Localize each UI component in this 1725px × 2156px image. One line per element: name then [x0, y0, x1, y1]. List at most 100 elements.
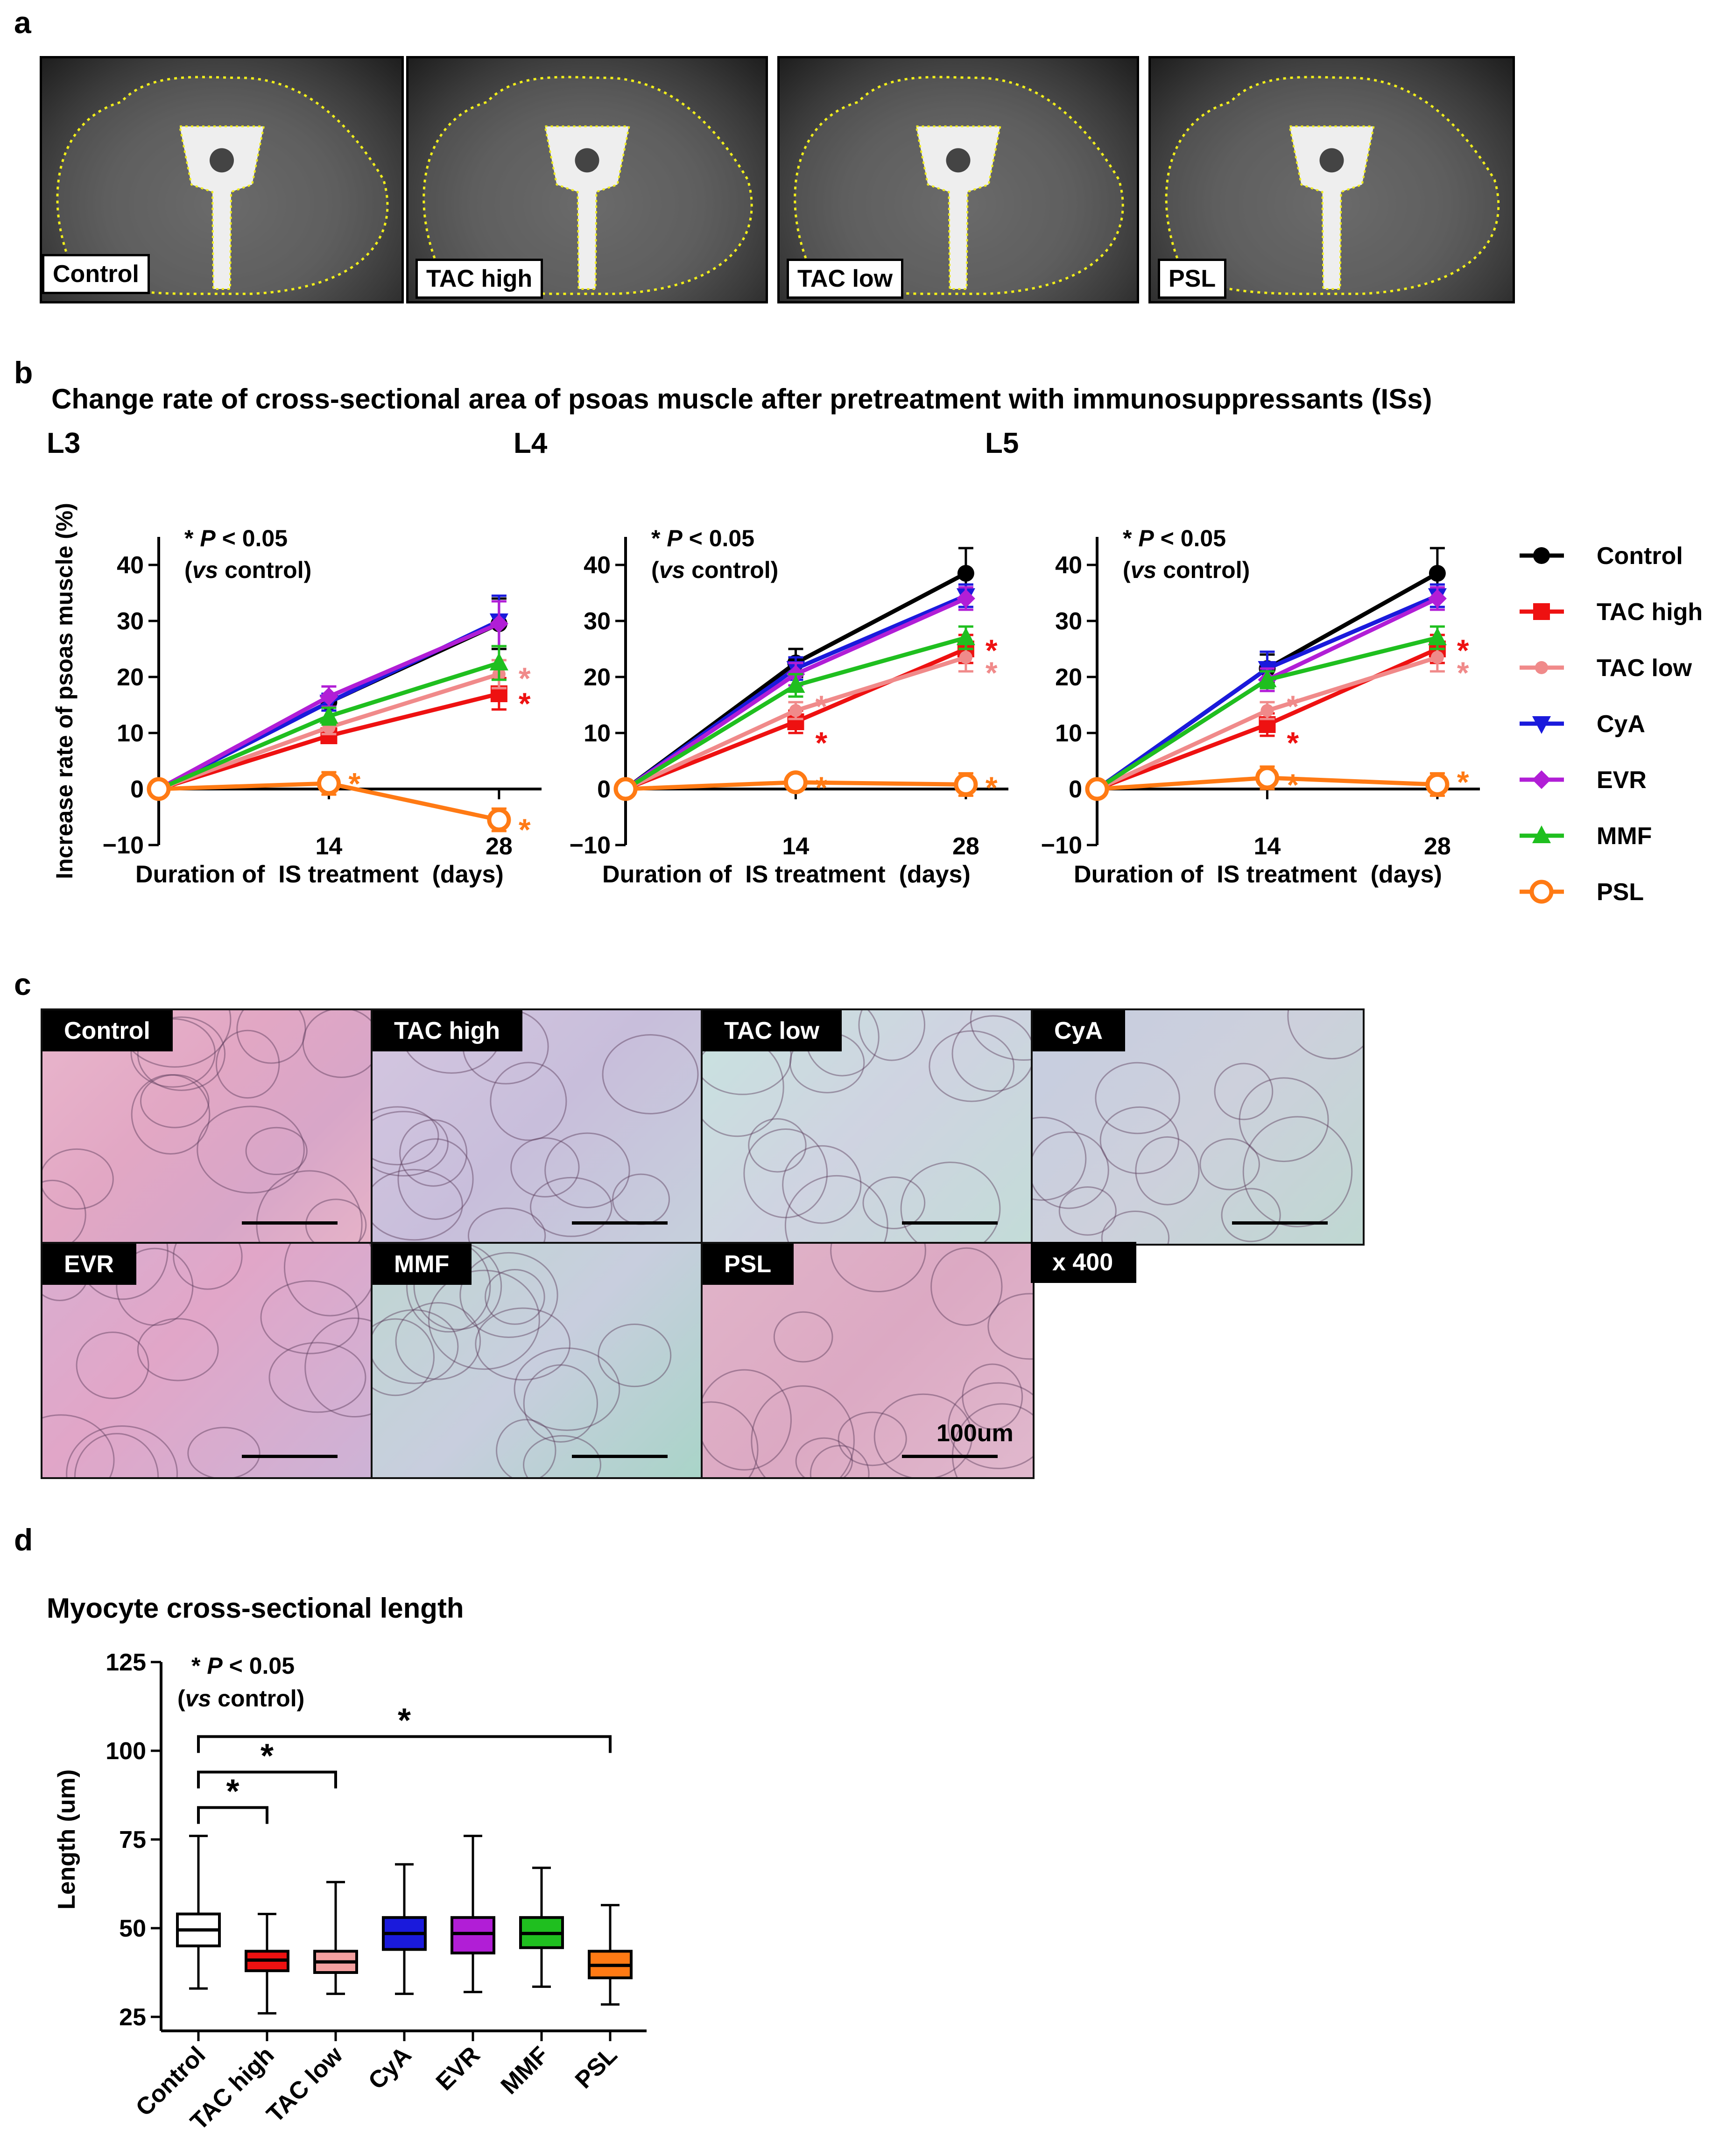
- legend-marker-tac-high: [1533, 603, 1550, 620]
- myofiber: [838, 1411, 907, 1466]
- ct-label-tac-low: TAC low: [787, 259, 904, 299]
- data-point-psl: [1085, 777, 1109, 801]
- myofiber: [1287, 1010, 1363, 1060]
- scale-bar: [902, 1221, 998, 1225]
- y-axis-label: Increase rate of psoas muscle (%): [51, 503, 77, 879]
- histology-label-tac-high: TAC high: [373, 1010, 523, 1051]
- y-tick-label: 40: [117, 552, 144, 579]
- myofiber: [283, 1244, 373, 1317]
- myofiber: [304, 1318, 373, 1418]
- ct-label-control: Control: [42, 254, 150, 294]
- scale-bar: [572, 1221, 668, 1225]
- myofiber-drawing: [1033, 1010, 1363, 1244]
- box-psl: [588, 1904, 633, 2006]
- scale-bar: [1232, 1221, 1328, 1225]
- asterisk-tac-low: *: [1287, 689, 1299, 724]
- vs-open: (: [184, 557, 192, 583]
- box-chart: Myocyte cross-sectional length 25 50 75 100 1…: [47, 1592, 647, 2135]
- vs-open: (: [1123, 557, 1131, 583]
- series-psl: [1085, 765, 1450, 801]
- myofiber: [862, 1176, 926, 1230]
- myofiber: [544, 1132, 630, 1208]
- vs-open: (: [651, 557, 659, 583]
- myofiber: [66, 1425, 178, 1477]
- bracket-line: [197, 1735, 612, 1753]
- sig-p: P: [200, 525, 216, 551]
- myofiber-drawing: [42, 1010, 373, 1244]
- sig-threshold: < 0.05: [216, 525, 288, 551]
- bracket-asterisk: *: [226, 1773, 239, 1811]
- legend-marker-control: [1533, 547, 1550, 564]
- myofiber: [612, 1173, 670, 1225]
- myofiber: [373, 1111, 449, 1177]
- myofiber: [523, 1364, 598, 1443]
- myofiber: [475, 1307, 571, 1381]
- histology-tac-high: TAC high: [371, 1008, 704, 1246]
- legend-label-evr: EVR: [1597, 767, 1647, 794]
- histology-label-control: Control: [42, 1010, 173, 1051]
- myofiber: [187, 1427, 261, 1477]
- histology-control: Control: [41, 1008, 374, 1246]
- myofiber: [137, 1318, 219, 1381]
- myofiber: [929, 1030, 1015, 1102]
- myofiber: [962, 1363, 1023, 1430]
- legend-label-mmf: MMF: [1597, 823, 1652, 850]
- ct-scan-drawing: [56, 76, 389, 295]
- significance-vs: (vs control): [651, 557, 778, 583]
- x-tick-label-tac-low: TAC low: [261, 2041, 348, 2128]
- ct-image-control: Control: [40, 56, 404, 303]
- significance-note: * P < 0.05: [651, 525, 754, 551]
- data-point-psl: [1425, 772, 1450, 796]
- asterisk-tac-low: *: [1457, 655, 1469, 690]
- sig-p: P: [207, 1653, 223, 1679]
- sig-p: P: [667, 525, 683, 551]
- myofiber: [42, 1179, 86, 1244]
- bracket-asterisk: *: [261, 1738, 274, 1775]
- asterisk-tac-high: *: [1457, 633, 1469, 668]
- asterisk-tac-low: *: [986, 655, 998, 690]
- myofiber: [743, 1128, 828, 1219]
- myofiber: [873, 1393, 973, 1477]
- sig-star: *: [191, 1653, 207, 1679]
- myofiber: [1101, 1211, 1170, 1244]
- sig-threshold: < 0.05: [683, 525, 754, 551]
- y-tick-label: −10: [103, 832, 144, 859]
- y-tick-label: 25: [119, 2004, 146, 2031]
- myofiber: [795, 1437, 853, 1477]
- myofiber: [748, 1118, 807, 1173]
- y-tick-label: 40: [1055, 552, 1082, 579]
- myofiber: [858, 1010, 925, 1061]
- myofiber: [930, 1247, 1003, 1326]
- data-point-mmf: [1258, 669, 1277, 687]
- myofiber: [703, 1401, 759, 1477]
- y-tick-label: 75: [119, 1826, 146, 1853]
- y-tick-label: 0: [597, 776, 611, 803]
- myofiber: [302, 1010, 373, 1078]
- ct-label-tac-high: TAC high: [415, 259, 543, 299]
- x-tick-label-psl: PSL: [570, 2041, 623, 2094]
- vs-open: (: [177, 1685, 185, 1712]
- significance-bracket-tac-high: *: [197, 1773, 268, 1824]
- myofiber: [236, 1010, 306, 1064]
- spinal-canal: [1319, 148, 1344, 173]
- data-point-tac-low: [959, 651, 972, 664]
- data-point-tac-low: [789, 704, 803, 717]
- ct-scan-drawing: [794, 76, 1124, 295]
- myofiber: [514, 1347, 620, 1431]
- asterisk-psl: *: [1457, 765, 1469, 799]
- y-tick-label: −10: [1041, 832, 1082, 859]
- scale-bar: [902, 1455, 998, 1458]
- x-tick-label: 28: [952, 833, 979, 860]
- myofiber: [467, 1207, 546, 1244]
- y-tick-label: 20: [117, 664, 144, 691]
- significance-note: * P < 0.05: [191, 1653, 295, 1679]
- myofiber: [137, 1016, 226, 1091]
- myofiber: [810, 1445, 870, 1477]
- y-tick-label: −10: [570, 832, 611, 859]
- sig-threshold: < 0.05: [223, 1653, 295, 1679]
- y-tick-label: 10: [117, 720, 144, 747]
- myofiber: [245, 1127, 308, 1176]
- ct-image-tac-low: TAC low: [777, 56, 1139, 303]
- myofiber: [1242, 1116, 1353, 1227]
- myofiber: [970, 1010, 1033, 1061]
